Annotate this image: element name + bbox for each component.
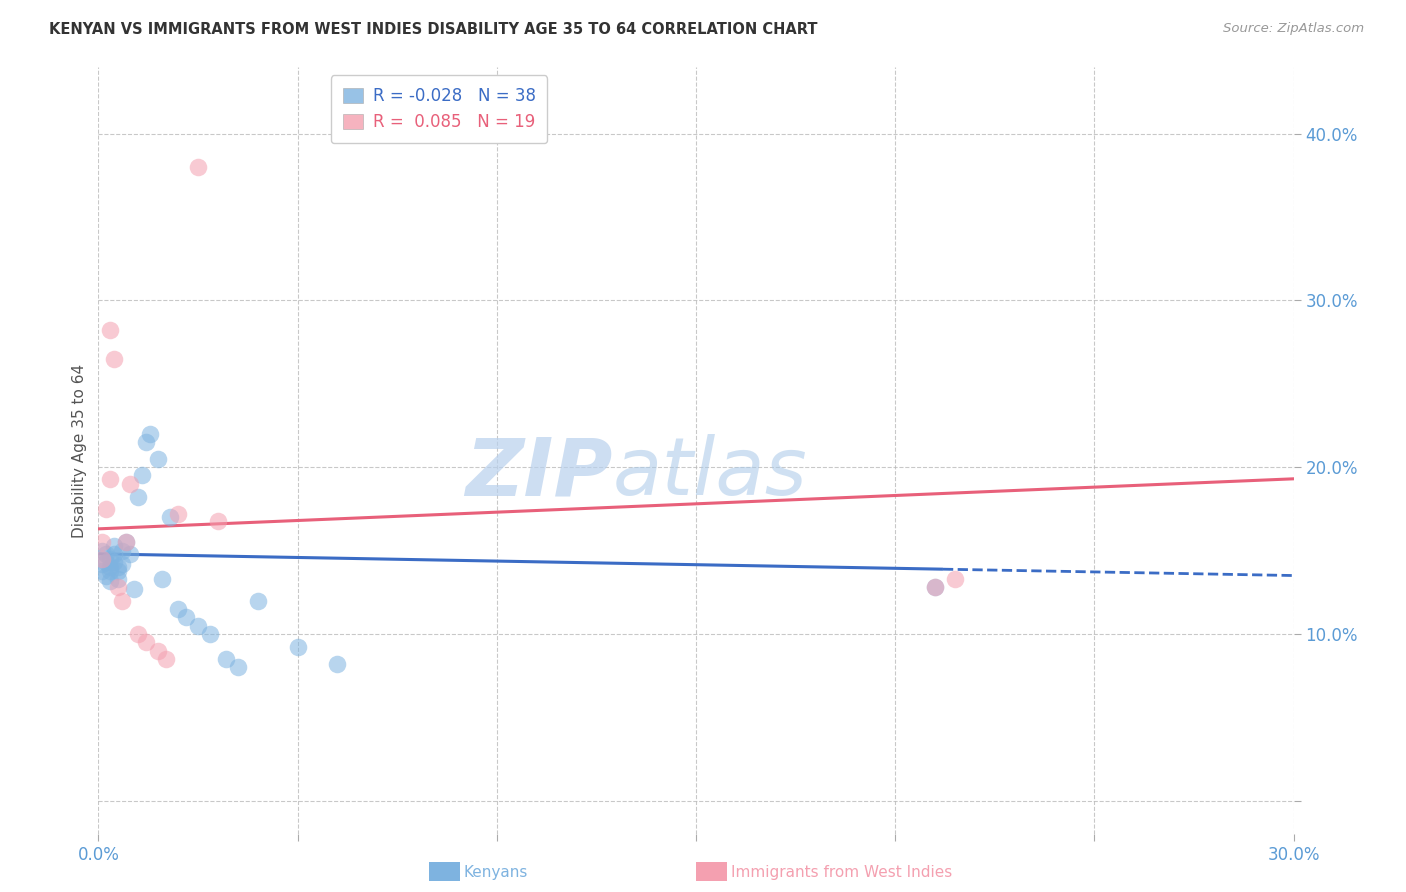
Point: [115, 535, 138, 549]
Point: [91, 535, 114, 549]
Point: [924, 580, 946, 594]
Point: [111, 593, 134, 607]
Point: [103, 547, 125, 561]
Point: [96, 568, 118, 582]
Point: [98, 564, 122, 578]
Point: [174, 610, 197, 624]
Point: [135, 635, 157, 649]
Point: [96, 555, 118, 569]
Text: Kenyans: Kenyans: [464, 865, 529, 880]
Point: [215, 652, 238, 666]
Point: [943, 572, 966, 586]
Point: [98, 323, 122, 337]
Point: [96, 547, 118, 561]
Point: [111, 543, 134, 558]
Point: [103, 351, 125, 366]
Point: [207, 514, 229, 528]
Point: [131, 468, 153, 483]
Point: [159, 510, 181, 524]
Point: [187, 160, 209, 174]
Point: [155, 652, 177, 666]
Point: [287, 640, 309, 655]
Legend: R = -0.028   N = 38, R =  0.085   N = 19: R = -0.028 N = 38, R = 0.085 N = 19: [330, 75, 547, 143]
Point: [98, 472, 122, 486]
Point: [150, 572, 173, 586]
Point: [326, 657, 349, 671]
Point: [135, 435, 157, 450]
Point: [198, 627, 221, 641]
Point: [107, 564, 129, 578]
Point: [98, 560, 122, 574]
Point: [91, 564, 114, 578]
Point: [187, 618, 209, 632]
Point: [120, 547, 142, 561]
Point: [167, 602, 190, 616]
Text: Immigrants from West Indies: Immigrants from West Indies: [731, 865, 952, 880]
Point: [115, 535, 138, 549]
Point: [246, 593, 269, 607]
Point: [148, 451, 170, 466]
Point: [148, 643, 170, 657]
Point: [103, 555, 125, 569]
Point: [91, 557, 114, 571]
Point: [924, 580, 946, 594]
Point: [226, 660, 249, 674]
Text: Source: ZipAtlas.com: Source: ZipAtlas.com: [1223, 22, 1364, 36]
Point: [127, 627, 149, 641]
Y-axis label: Disability Age 35 to 64: Disability Age 35 to 64: [72, 363, 87, 538]
Point: [107, 572, 129, 586]
Point: [91, 552, 114, 566]
Point: [103, 539, 125, 553]
Text: ZIP: ZIP: [465, 434, 613, 513]
Point: [167, 507, 190, 521]
Point: [91, 543, 114, 558]
Point: [107, 560, 129, 574]
Point: [96, 501, 118, 516]
Point: [120, 476, 142, 491]
Point: [111, 557, 134, 571]
Text: KENYAN VS IMMIGRANTS FROM WEST INDIES DISABILITY AGE 35 TO 64 CORRELATION CHART: KENYAN VS IMMIGRANTS FROM WEST INDIES DI…: [49, 22, 818, 37]
Point: [107, 580, 129, 594]
Point: [98, 574, 122, 588]
Point: [98, 552, 122, 566]
Point: [139, 426, 162, 441]
Point: [127, 490, 149, 504]
Point: [124, 582, 146, 596]
Text: atlas: atlas: [613, 434, 807, 513]
